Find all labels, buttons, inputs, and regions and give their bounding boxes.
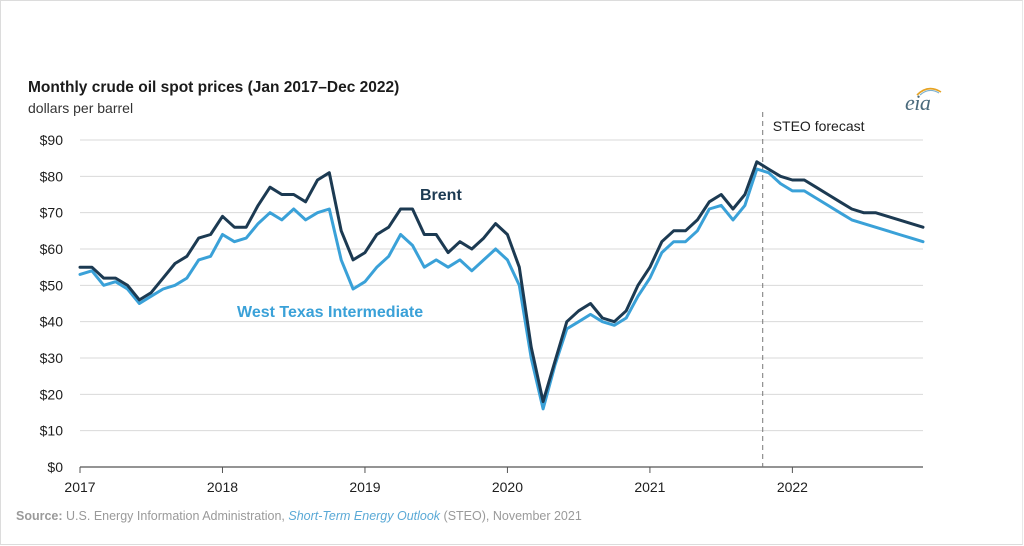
y-tick-label: $0	[47, 459, 63, 475]
y-tick-label: $60	[40, 241, 64, 257]
series-label-wti: West Texas Intermediate	[237, 304, 423, 321]
y-tick-label: $70	[40, 205, 64, 221]
y-tick-label: $20	[40, 386, 64, 402]
series-line-brent	[78, 160, 925, 404]
source-publication-link[interactable]: Short-Term Energy Outlook	[288, 509, 441, 523]
x-tick-label: 2018	[207, 479, 238, 495]
x-tick-label: 2020	[492, 479, 523, 495]
forecast-region: STEO forecast	[762, 112, 865, 467]
eia-logo: eia	[905, 90, 931, 115]
source-text-before: U.S. Energy Information Administration,	[66, 509, 285, 523]
y-tick-label: $90	[40, 132, 64, 148]
series-line-west-texas-intermediate	[78, 167, 925, 411]
chart-subtitle: dollars per barrel	[28, 100, 134, 116]
x-tick-label: 2019	[349, 479, 380, 495]
series-labels: Brent West Texas Intermediate	[237, 187, 462, 321]
y-tick-label: $80	[40, 168, 64, 184]
y-tick-label: $10	[40, 423, 64, 439]
grid-lines	[80, 139, 923, 468]
source-label: Source:	[16, 509, 63, 523]
series-label-brent: Brent	[420, 187, 462, 204]
y-tick-label: $50	[40, 277, 64, 293]
x-tick-label: 2017	[64, 479, 95, 495]
source-note: Source: U.S. Energy Information Administ…	[16, 509, 582, 523]
eia-logo-arc-icon	[916, 87, 942, 96]
x-axis: 2017 2018 2019 2020 2021 2022	[64, 467, 808, 495]
forecast-label: STEO forecast	[773, 118, 865, 134]
y-axis-ticks: $0 $10 $20 $30 $40 $50 $60 $70 $80 $90	[40, 132, 64, 475]
chart-title: Monthly crude oil spot prices (Jan 2017–…	[28, 79, 400, 96]
x-tick-label: 2022	[777, 479, 808, 495]
y-tick-label: $40	[40, 314, 64, 330]
x-tick-label: 2021	[634, 479, 665, 495]
series-lines	[78, 160, 925, 411]
source-text-after: (STEO), November 2021	[443, 509, 582, 523]
y-tick-label: $30	[40, 350, 64, 366]
